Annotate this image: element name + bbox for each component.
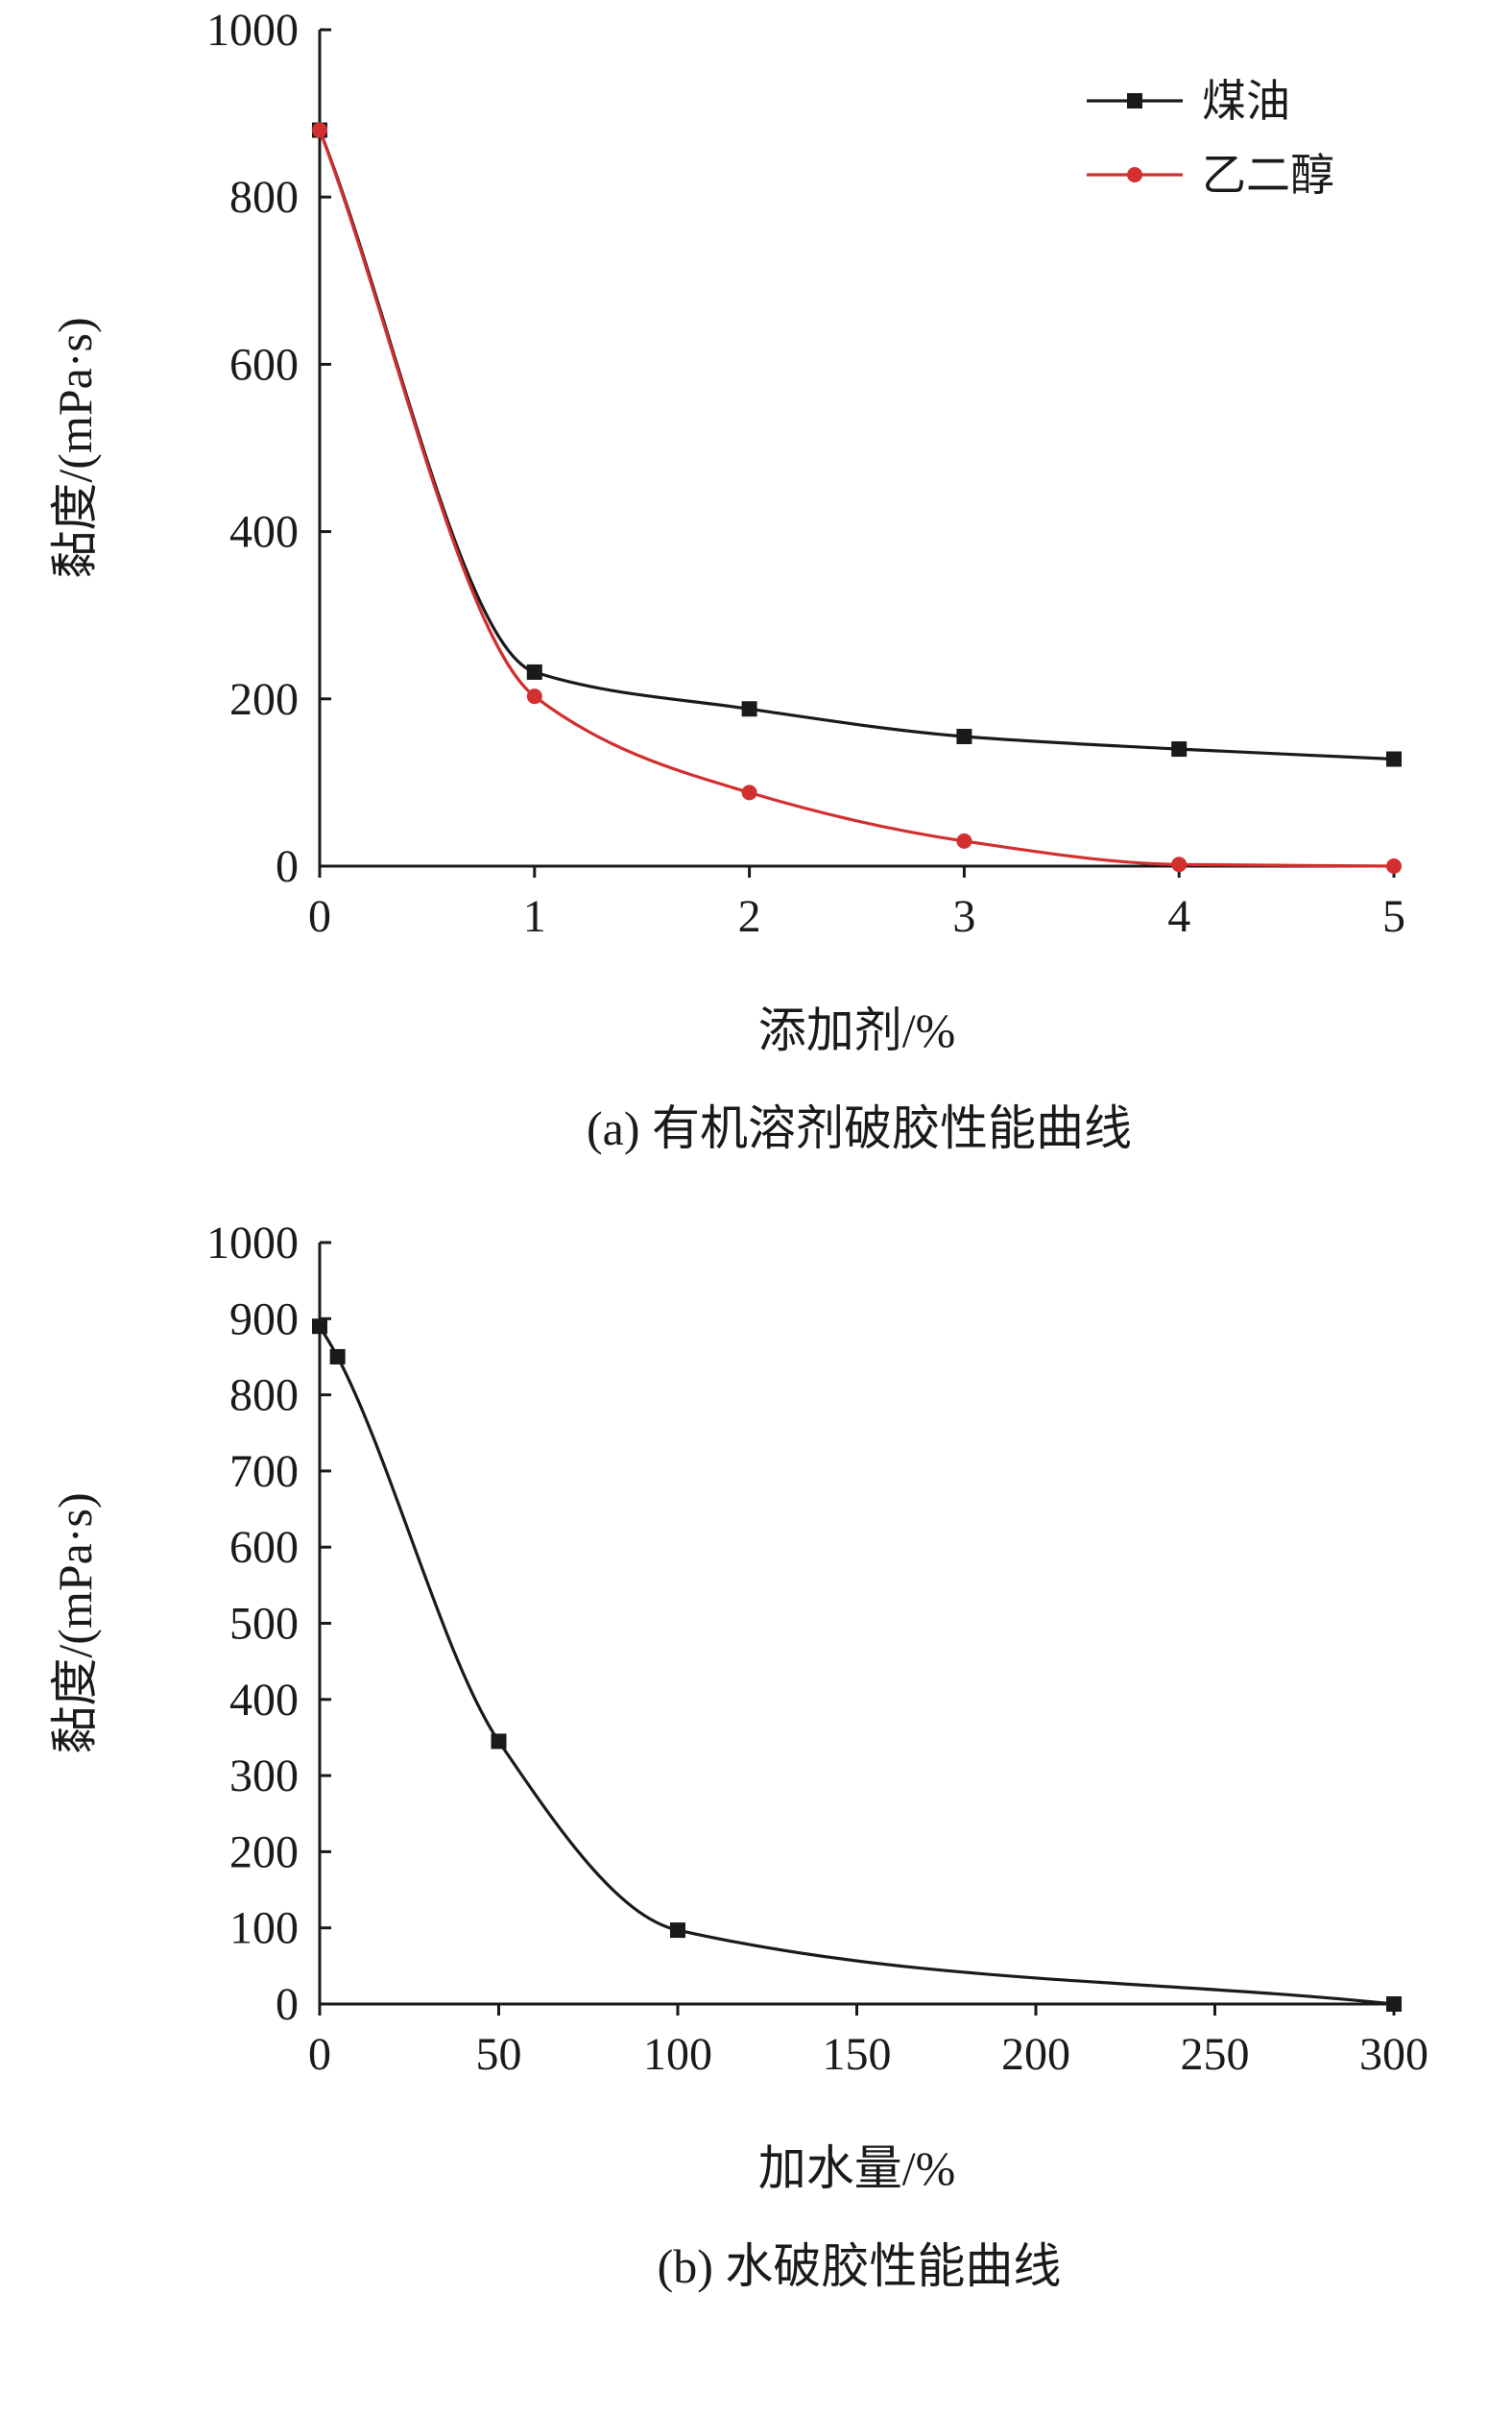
data-point-marker (956, 728, 972, 744)
x-axis-title: 添加剂/% (758, 1003, 956, 1057)
data-point-marker (1171, 857, 1188, 873)
x-tick-label: 0 (308, 891, 331, 942)
data-point-marker (1171, 741, 1188, 758)
y-axis-title: 黏度/(mPa·s) (48, 1492, 102, 1753)
x-axis-title: 加水量/% (758, 2141, 956, 2195)
y-tick-label: 700 (229, 1446, 299, 1497)
y-tick-label: 800 (229, 1370, 299, 1421)
panel-a-chart: 0 200 400 600 800 1000 0 1 2 3 4 5 添加剂/% 黏度/(mPa·s) (a… (48, 5, 1405, 1155)
y-tick-label: 800 (229, 172, 299, 223)
y-tick-label: 0 (276, 1979, 299, 2030)
y-axis-title: 黏度/(mPa·s) (48, 317, 102, 578)
y-tick-label: 900 (229, 1293, 299, 1344)
y-tick-label: 600 (229, 1522, 299, 1573)
series-line-0 (318, 129, 1395, 761)
data-point-marker (956, 833, 972, 849)
data-point-marker (526, 664, 542, 680)
x-tick-label: 100 (643, 2029, 712, 2080)
y-tick-label: 400 (229, 1675, 299, 1726)
y-tick-label: 500 (229, 1599, 299, 1650)
panel-b-chart: 0 100 200 300 400 500 600 700 800 900 1000 0 50 100 15… (48, 1218, 1428, 2293)
x-tick-label: 5 (1382, 891, 1405, 942)
data-point-marker (329, 1348, 346, 1364)
panel-caption: (b) 水破胶性能曲线 (658, 2239, 1062, 2293)
y-tick-label: 400 (229, 507, 299, 558)
series-line-0 (318, 1325, 1395, 2006)
y-tick-label: 600 (229, 339, 299, 390)
legend-label-1: 乙二醇 (1202, 151, 1334, 200)
data-point-marker (670, 1922, 685, 1939)
data-point-marker (491, 1733, 507, 1750)
y-tick-label: 200 (229, 1826, 299, 1877)
legend-marker-0 (1127, 93, 1142, 109)
data-point-marker (312, 122, 327, 138)
y-tick-label: 100 (229, 1903, 299, 1954)
y-tick-label: 300 (229, 1751, 299, 1801)
panel-caption: (a) 有机溶剂破胶性能曲线 (587, 1101, 1132, 1155)
x-tick-label: 200 (1001, 2029, 1070, 2080)
x-tick-label: 4 (1167, 891, 1190, 942)
data-point-marker (1386, 1996, 1402, 2012)
data-point-marker (741, 785, 757, 801)
data-point-marker (1386, 751, 1402, 767)
series-line-1 (318, 129, 1395, 868)
x-tick-label: 3 (952, 891, 975, 942)
y-tick-label: 1000 (206, 1218, 299, 1268)
x-tick-label: 0 (308, 2029, 331, 2080)
data-point-marker (526, 688, 542, 705)
legend-label-0: 煤油 (1202, 77, 1290, 126)
x-tick-label: 50 (476, 2029, 522, 2080)
data-point-marker (741, 701, 757, 717)
data-point-marker (312, 1318, 327, 1335)
x-tick-label: 250 (1181, 2029, 1250, 2080)
x-tick-label: 150 (823, 2029, 892, 2080)
y-tick-label: 200 (229, 674, 299, 725)
x-tick-label: 1 (523, 891, 546, 942)
y-tick-label: 1000 (206, 5, 299, 56)
x-tick-label: 300 (1359, 2029, 1428, 2080)
legend-marker-1 (1127, 167, 1142, 182)
data-point-marker (1386, 858, 1402, 874)
x-tick-label: 2 (738, 891, 761, 942)
y-tick-label: 0 (276, 841, 299, 892)
